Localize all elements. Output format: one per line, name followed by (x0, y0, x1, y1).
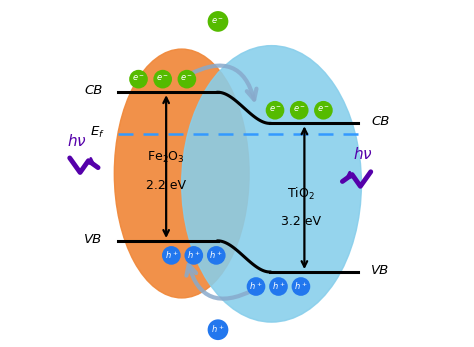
Text: $h^+$: $h^+$ (210, 249, 223, 261)
Circle shape (290, 101, 309, 120)
Text: 3.2 eV: 3.2 eV (281, 215, 321, 228)
Circle shape (269, 277, 288, 296)
Circle shape (314, 101, 333, 120)
Circle shape (207, 246, 226, 265)
Text: 2.2 eV: 2.2 eV (146, 179, 186, 192)
Circle shape (129, 70, 148, 88)
Text: $h^+$: $h^+$ (294, 280, 308, 292)
Text: $e^-$: $e^-$ (293, 105, 306, 115)
Text: $h^+$: $h^+$ (249, 280, 263, 292)
Text: TiO$_2$: TiO$_2$ (287, 186, 315, 202)
Text: Fe$_2$O$_3$: Fe$_2$O$_3$ (147, 150, 185, 166)
Circle shape (178, 70, 196, 88)
Circle shape (208, 11, 228, 32)
Text: VB: VB (84, 233, 103, 246)
Text: $e^-$: $e^-$ (181, 74, 193, 83)
Text: $e^-$: $e^-$ (132, 74, 145, 83)
Text: $e^-$: $e^-$ (317, 105, 330, 115)
Circle shape (246, 277, 265, 296)
Text: $e^-$: $e^-$ (211, 16, 225, 26)
FancyArrowPatch shape (189, 66, 256, 100)
FancyArrowPatch shape (186, 265, 254, 299)
Text: $e^-$: $e^-$ (268, 105, 282, 115)
Text: CB: CB (84, 84, 103, 97)
Text: CB: CB (371, 115, 390, 128)
Text: $h\nu$: $h\nu$ (353, 146, 373, 162)
Text: $h\nu$: $h\nu$ (67, 133, 87, 149)
Text: $h^+$: $h^+$ (187, 249, 201, 261)
Text: $e^-$: $e^-$ (156, 74, 169, 83)
Ellipse shape (182, 45, 361, 322)
Text: $h^+$: $h^+$ (164, 249, 178, 261)
Text: $h^+$: $h^+$ (272, 280, 285, 292)
Circle shape (266, 101, 284, 120)
Ellipse shape (114, 49, 249, 298)
Circle shape (292, 277, 310, 296)
Circle shape (162, 246, 181, 265)
Circle shape (184, 246, 203, 265)
Text: VB: VB (371, 264, 390, 277)
Circle shape (154, 70, 172, 88)
Circle shape (208, 319, 228, 340)
Text: $h^+$: $h^+$ (211, 323, 225, 335)
Text: $E_f$: $E_f$ (90, 125, 104, 139)
